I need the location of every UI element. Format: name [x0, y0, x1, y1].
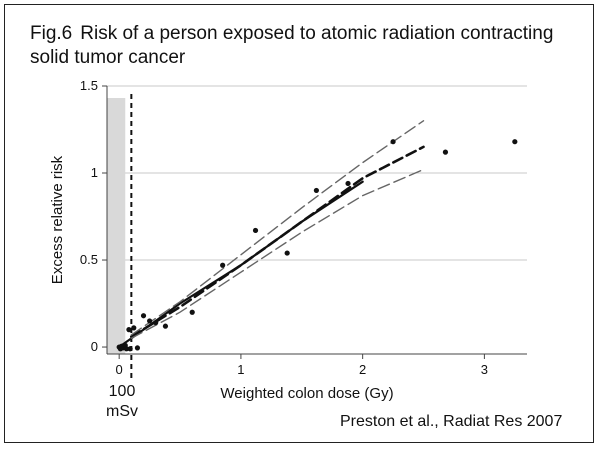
marker-label-unit: mSv [106, 403, 138, 420]
data-point [189, 309, 195, 315]
marker-label: 100 mSv [104, 382, 140, 422]
data-point [512, 139, 518, 145]
fit-curves [118, 120, 425, 349]
figure-label: Fig.6 [30, 23, 73, 44]
data-point [442, 149, 449, 155]
axis-ticks: 0 0.5 1 1.5 0 1 2 3 [80, 78, 488, 377]
x-axis-title: Weighted colon dose (Gy) [220, 385, 393, 402]
data-point [126, 327, 132, 333]
y-tick-label: 0.5 [80, 252, 98, 267]
y-tick-label: 0 [91, 339, 98, 354]
fit-curve-2 [130, 145, 425, 338]
y-tick-label: 1.5 [80, 78, 98, 93]
data-points [116, 139, 518, 352]
data-point [153, 320, 159, 326]
data-point [390, 139, 396, 145]
x-tick-label: 3 [481, 362, 488, 377]
y-tick-label: 1 [91, 165, 98, 180]
fit-curve-3 [130, 120, 425, 336]
data-point [220, 262, 226, 268]
data-point [134, 345, 141, 351]
data-point [313, 187, 319, 194]
x-tick-label: 2 [359, 362, 366, 377]
data-point [123, 346, 130, 352]
y-axis-title: Excess relative risk [49, 155, 66, 284]
data-point [284, 250, 290, 256]
fit-curve-4 [130, 168, 425, 339]
data-point [162, 323, 169, 329]
source-citation: Preston et al., Radiat Res 2007 [340, 413, 563, 430]
low-dose-shaded-region [107, 98, 126, 354]
data-point [131, 325, 137, 331]
grid-lines [107, 85, 527, 261]
x-tick-label: 0 [116, 362, 123, 377]
x-tick-label: 1 [237, 362, 244, 377]
data-point [147, 318, 153, 324]
data-point [252, 227, 259, 234]
data-point [140, 313, 147, 319]
marker-label-value: 100 [108, 383, 136, 400]
figure-title: Fig.6 Risk of a person exposed to atomic … [30, 22, 580, 70]
figure-title-text: Risk of a person exposed to atomic radia… [30, 23, 554, 68]
data-point [127, 346, 133, 352]
data-point [345, 180, 351, 187]
